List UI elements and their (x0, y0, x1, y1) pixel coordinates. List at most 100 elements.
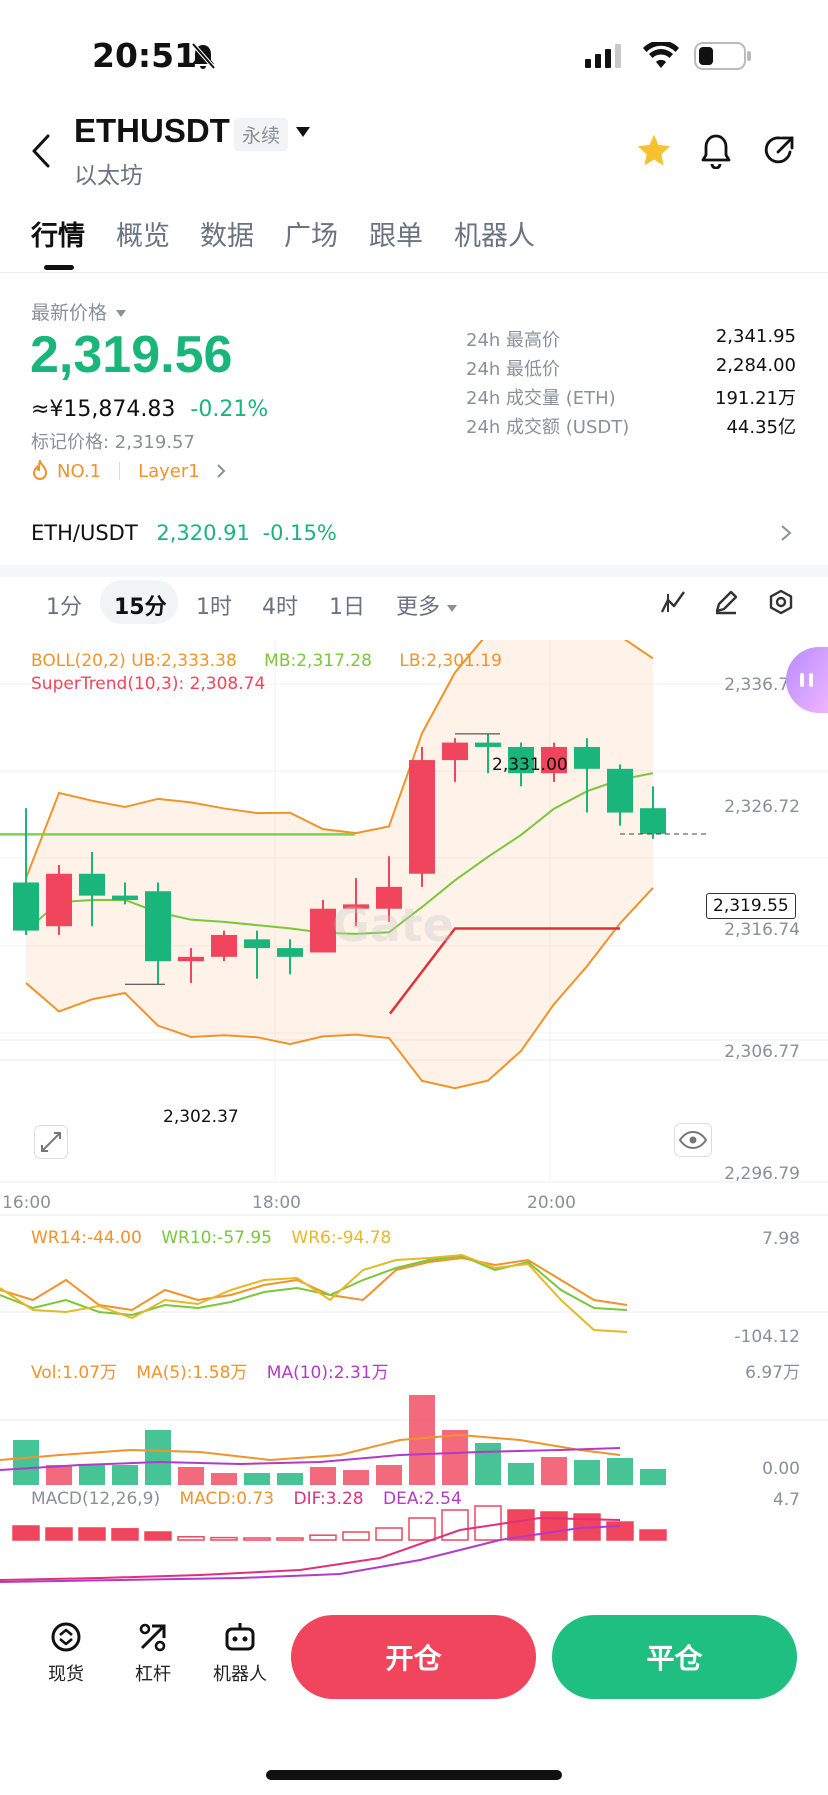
macd-bar (111, 1528, 139, 1541)
indicator-icon[interactable] (660, 590, 686, 614)
rank-label: NO.1 (57, 460, 102, 482)
boll-legend: BOLL(20,2) UB:2,333.38 MB:2,317.28 LB:2,… (31, 651, 502, 671)
candle-body (277, 948, 303, 957)
pencil-icon[interactable] (713, 589, 739, 615)
bell-icon[interactable] (700, 133, 732, 169)
candle-body (178, 956, 204, 962)
interval-4h[interactable]: 4时 (262, 595, 298, 620)
volume-bar (640, 1469, 666, 1485)
bottom-spot[interactable]: 现货 (26, 1620, 106, 1686)
chevron-right-icon[interactable] (780, 524, 792, 542)
vol-ma10-line (0, 1447, 621, 1471)
volume-bar (508, 1463, 534, 1485)
price-cny-row: ≈¥15,874.83 -0.21% (31, 397, 268, 422)
latest-price-label[interactable]: 最新价格 (31, 298, 127, 325)
open-position-button[interactable]: 开仓 (291, 1615, 536, 1699)
assistant-bubble-icon[interactable] (786, 647, 828, 713)
tabs-divider (0, 272, 828, 273)
interval-1h[interactable]: 1时 (196, 595, 232, 620)
macd-bar (441, 1509, 469, 1541)
tab-market[interactable]: 行情 (31, 221, 85, 252)
tab-square[interactable]: 广场 (284, 221, 338, 252)
time-tick: 20:00 (527, 1193, 576, 1213)
close-position-button[interactable]: 平仓 (552, 1615, 797, 1699)
spot-icon (51, 1622, 81, 1652)
kline-chart[interactable] (0, 640, 828, 1585)
candle-body (211, 934, 237, 957)
bottom-leverage[interactable]: 杠杆 (113, 1620, 193, 1686)
price-tick: 2,316.74 (724, 920, 800, 940)
price-tick: 2,306.77 (724, 1042, 800, 1062)
bottom-bot[interactable]: 机器人 (200, 1620, 280, 1686)
candle-body (541, 746, 567, 774)
macd-bar (210, 1536, 238, 1541)
candle-body (13, 882, 39, 931)
header-title[interactable]: ETHUSDT (74, 112, 230, 149)
macd-bar (309, 1534, 337, 1541)
interval-active-bg (100, 580, 178, 624)
caret-down-icon (447, 604, 458, 612)
volume-bar (112, 1465, 138, 1485)
tab-copy-trade[interactable]: 跟单 (369, 221, 423, 252)
macd-bar (177, 1536, 205, 1541)
candle-body (508, 746, 534, 774)
volume-bar (607, 1458, 633, 1485)
stat-low-label: 24h 最低价 (466, 359, 561, 380)
volume-bar (376, 1465, 402, 1485)
vol-legend: Vol:1.07万 MA(5):1.58万 MA(10):2.31万 (31, 1363, 389, 1383)
leverage-icon (139, 1623, 166, 1652)
robot-icon (225, 1623, 255, 1651)
interval-15m[interactable]: 15分 (114, 595, 167, 620)
rank-divider (119, 462, 121, 480)
sector-label: Layer1 (138, 460, 200, 482)
boll-band-area (26, 640, 653, 1089)
tab-active-indicator (44, 265, 74, 270)
volume-bar (13, 1440, 39, 1485)
caret-down-icon[interactable] (296, 127, 310, 137)
interval-1m[interactable]: 1分 (46, 595, 82, 620)
tab-data[interactable]: 数据 (200, 221, 254, 252)
share-icon[interactable] (762, 134, 796, 168)
wr6-line (0, 1253, 628, 1333)
price-tick: 2,326.72 (724, 797, 800, 817)
macd-bar (12, 1525, 40, 1541)
settings-icon[interactable] (768, 589, 794, 615)
candle-body (310, 908, 336, 953)
eye-icon[interactable] (674, 1123, 712, 1157)
interval-1d[interactable]: 1日 (329, 595, 365, 620)
wr-tick: 7.98 (762, 1229, 800, 1249)
expand-icon[interactable] (34, 1125, 68, 1159)
macd-bar (276, 1537, 304, 1541)
volume-bar (574, 1460, 600, 1485)
star-icon[interactable] (636, 133, 672, 167)
candle-body (244, 939, 270, 949)
mute-bell-icon (191, 42, 216, 70)
volume-bar (145, 1430, 171, 1485)
bottom-bot-label: 机器人 (213, 1664, 267, 1685)
price-change: -0.21% (190, 397, 269, 422)
header-subtitle: 以太坊 (74, 163, 143, 189)
interval-more[interactable]: 更多 (396, 589, 458, 621)
volume-bar (244, 1473, 270, 1485)
price-tick: 2,336.70 (724, 675, 800, 695)
macd-bar (375, 1527, 403, 1541)
candle-body (409, 760, 435, 874)
candle-body (442, 742, 468, 761)
section-divider (0, 565, 828, 577)
contract-type-badge: 永续 (234, 118, 289, 151)
candle-body (640, 808, 666, 834)
candle-body (112, 895, 138, 900)
candle-body (343, 904, 369, 909)
candle-body (574, 746, 600, 769)
macd-tick: 4.7 (772, 1490, 800, 1510)
stat-high-label: 24h 最高价 (466, 330, 561, 351)
time-tick: 18:00 (252, 1193, 301, 1213)
rank-row[interactable]: NO.1 Layer1 (31, 460, 226, 482)
spot-pair-row[interactable]: ETH/USDT 2,320.91 -0.15% (31, 521, 337, 545)
boll-ub-line (25, 640, 654, 879)
back-arrow-icon[interactable] (30, 134, 52, 168)
tab-bot[interactable]: 机器人 (454, 221, 535, 252)
supertrend-legend: SuperTrend(10,3): 2,308.74 (31, 674, 266, 694)
tab-overview[interactable]: 概览 (116, 221, 170, 252)
volume-bar (46, 1465, 72, 1485)
